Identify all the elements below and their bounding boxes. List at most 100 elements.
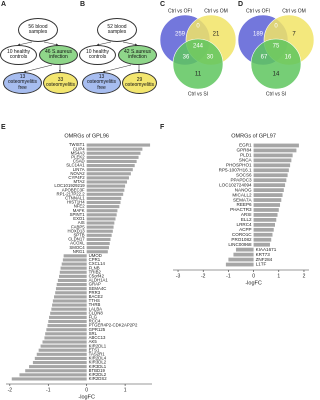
bar [52, 303, 87, 307]
category-label: SOCS6 [236, 172, 252, 177]
category-label: HOXD13 [67, 228, 85, 233]
bar [253, 232, 273, 237]
bar [253, 242, 270, 247]
chart-title: OMRGs of GPL96 [64, 133, 109, 139]
flow-arrow [43, 41, 59, 46]
category-label: PTGER4P2-CDK2AP2P2 [89, 323, 138, 328]
x-tick-label: -2 [201, 273, 206, 279]
bar [253, 222, 275, 227]
bar [61, 262, 87, 266]
bar [86, 250, 108, 254]
x-axis-label: -logFC [78, 394, 95, 400]
bar [49, 315, 87, 319]
category-label: TWIST1 [69, 142, 85, 147]
category-label: MAFK [73, 208, 85, 213]
bar [19, 373, 87, 377]
venn-count: 30 [207, 55, 214, 61]
panel-label: C [160, 1, 165, 8]
bar [86, 233, 112, 237]
category-label: KIR2DS2 [89, 376, 108, 381]
flow-node: 13 osteomyelitis free [82, 72, 121, 94]
category-label: FLG [89, 315, 98, 320]
venn-count: 259 [175, 32, 186, 38]
category-label: GPR84 [237, 148, 253, 153]
category-label: CTNNAL1 [65, 196, 85, 201]
bar [253, 178, 287, 183]
category-label: LIN7A [73, 167, 85, 172]
bar [86, 229, 113, 233]
category-label: SRL [89, 331, 98, 336]
bar [50, 311, 87, 315]
category-label: CLDN17 [68, 237, 85, 242]
flow-arrow [23, 64, 53, 73]
bar [42, 340, 87, 344]
bar [86, 155, 139, 159]
flow-node: 10 healthy controls [79, 45, 116, 65]
bar [86, 217, 116, 221]
bar [86, 200, 121, 205]
category-label: LRRC4 [237, 222, 253, 227]
category-label: LOC102724094 [219, 182, 252, 187]
category-label: SNCA [239, 158, 253, 163]
bar [86, 221, 115, 225]
x-tick-label: 1 [277, 273, 280, 279]
venn-set [250, 38, 302, 90]
bar [228, 257, 254, 262]
panel-label: D [238, 1, 243, 8]
x-tick-label: -1 [46, 387, 51, 393]
category-label: PHACTR3 [230, 207, 252, 212]
bar [86, 196, 122, 200]
category-label: CLIP4 [73, 146, 86, 151]
bar [253, 168, 289, 173]
category-label: PRO1082 [231, 237, 252, 242]
bar [56, 283, 87, 287]
category-label: SEMA4C [89, 286, 107, 291]
bar [86, 192, 124, 196]
category-label: TAS2R1 [89, 351, 106, 356]
flow-arrow [17, 41, 33, 46]
bar [52, 299, 87, 303]
category-label: RP5-1007H16.1 [219, 167, 252, 172]
category-label: KIR2DL4 [89, 356, 107, 361]
bar [86, 241, 110, 246]
category-label: TTHS [89, 298, 100, 303]
x-tick-label: -1 [226, 273, 231, 279]
category-label: L1TF [256, 262, 267, 267]
category-label: AIS [78, 220, 85, 225]
bar [86, 184, 126, 188]
bar [40, 344, 87, 348]
bar [60, 266, 87, 270]
bar [86, 168, 133, 172]
bar [86, 180, 128, 184]
flow-node: 52 blood samples [97, 18, 137, 42]
bar [253, 148, 297, 153]
venn-count: 14 [273, 72, 280, 78]
venn-count: 67 [261, 55, 268, 61]
venn-count: 36 [183, 55, 190, 61]
bar [86, 205, 120, 209]
category-label: KIR2DL2 [89, 372, 107, 377]
flow-node: 42 S.aureus infection [118, 45, 157, 65]
category-label: ETS1 [89, 347, 100, 352]
category-label: THRB [89, 302, 101, 307]
category-label: FABP5 [71, 224, 85, 229]
bar [86, 164, 135, 168]
bar [86, 246, 109, 250]
category-label: BTBD19 [89, 368, 106, 373]
category-label: KIR3DL1 [89, 364, 107, 369]
venn-set-label: Ctrl vs OM [204, 8, 228, 14]
panel-label: E [1, 124, 6, 131]
category-label: C5orf42 [89, 274, 105, 279]
bar [44, 336, 87, 340]
category-label: KIR2DL1 [89, 343, 107, 348]
bar [253, 213, 278, 217]
category-label: ELL2 [241, 217, 252, 222]
flow-node: 33 osteomyelitis [43, 72, 78, 94]
bar [253, 163, 291, 168]
panel-label: A [1, 1, 6, 8]
x-tick-label: -3 [176, 273, 181, 279]
category-label: ABCC13 [89, 335, 106, 340]
category-label: CORO1C [232, 232, 252, 237]
flow-arrow [122, 41, 138, 46]
